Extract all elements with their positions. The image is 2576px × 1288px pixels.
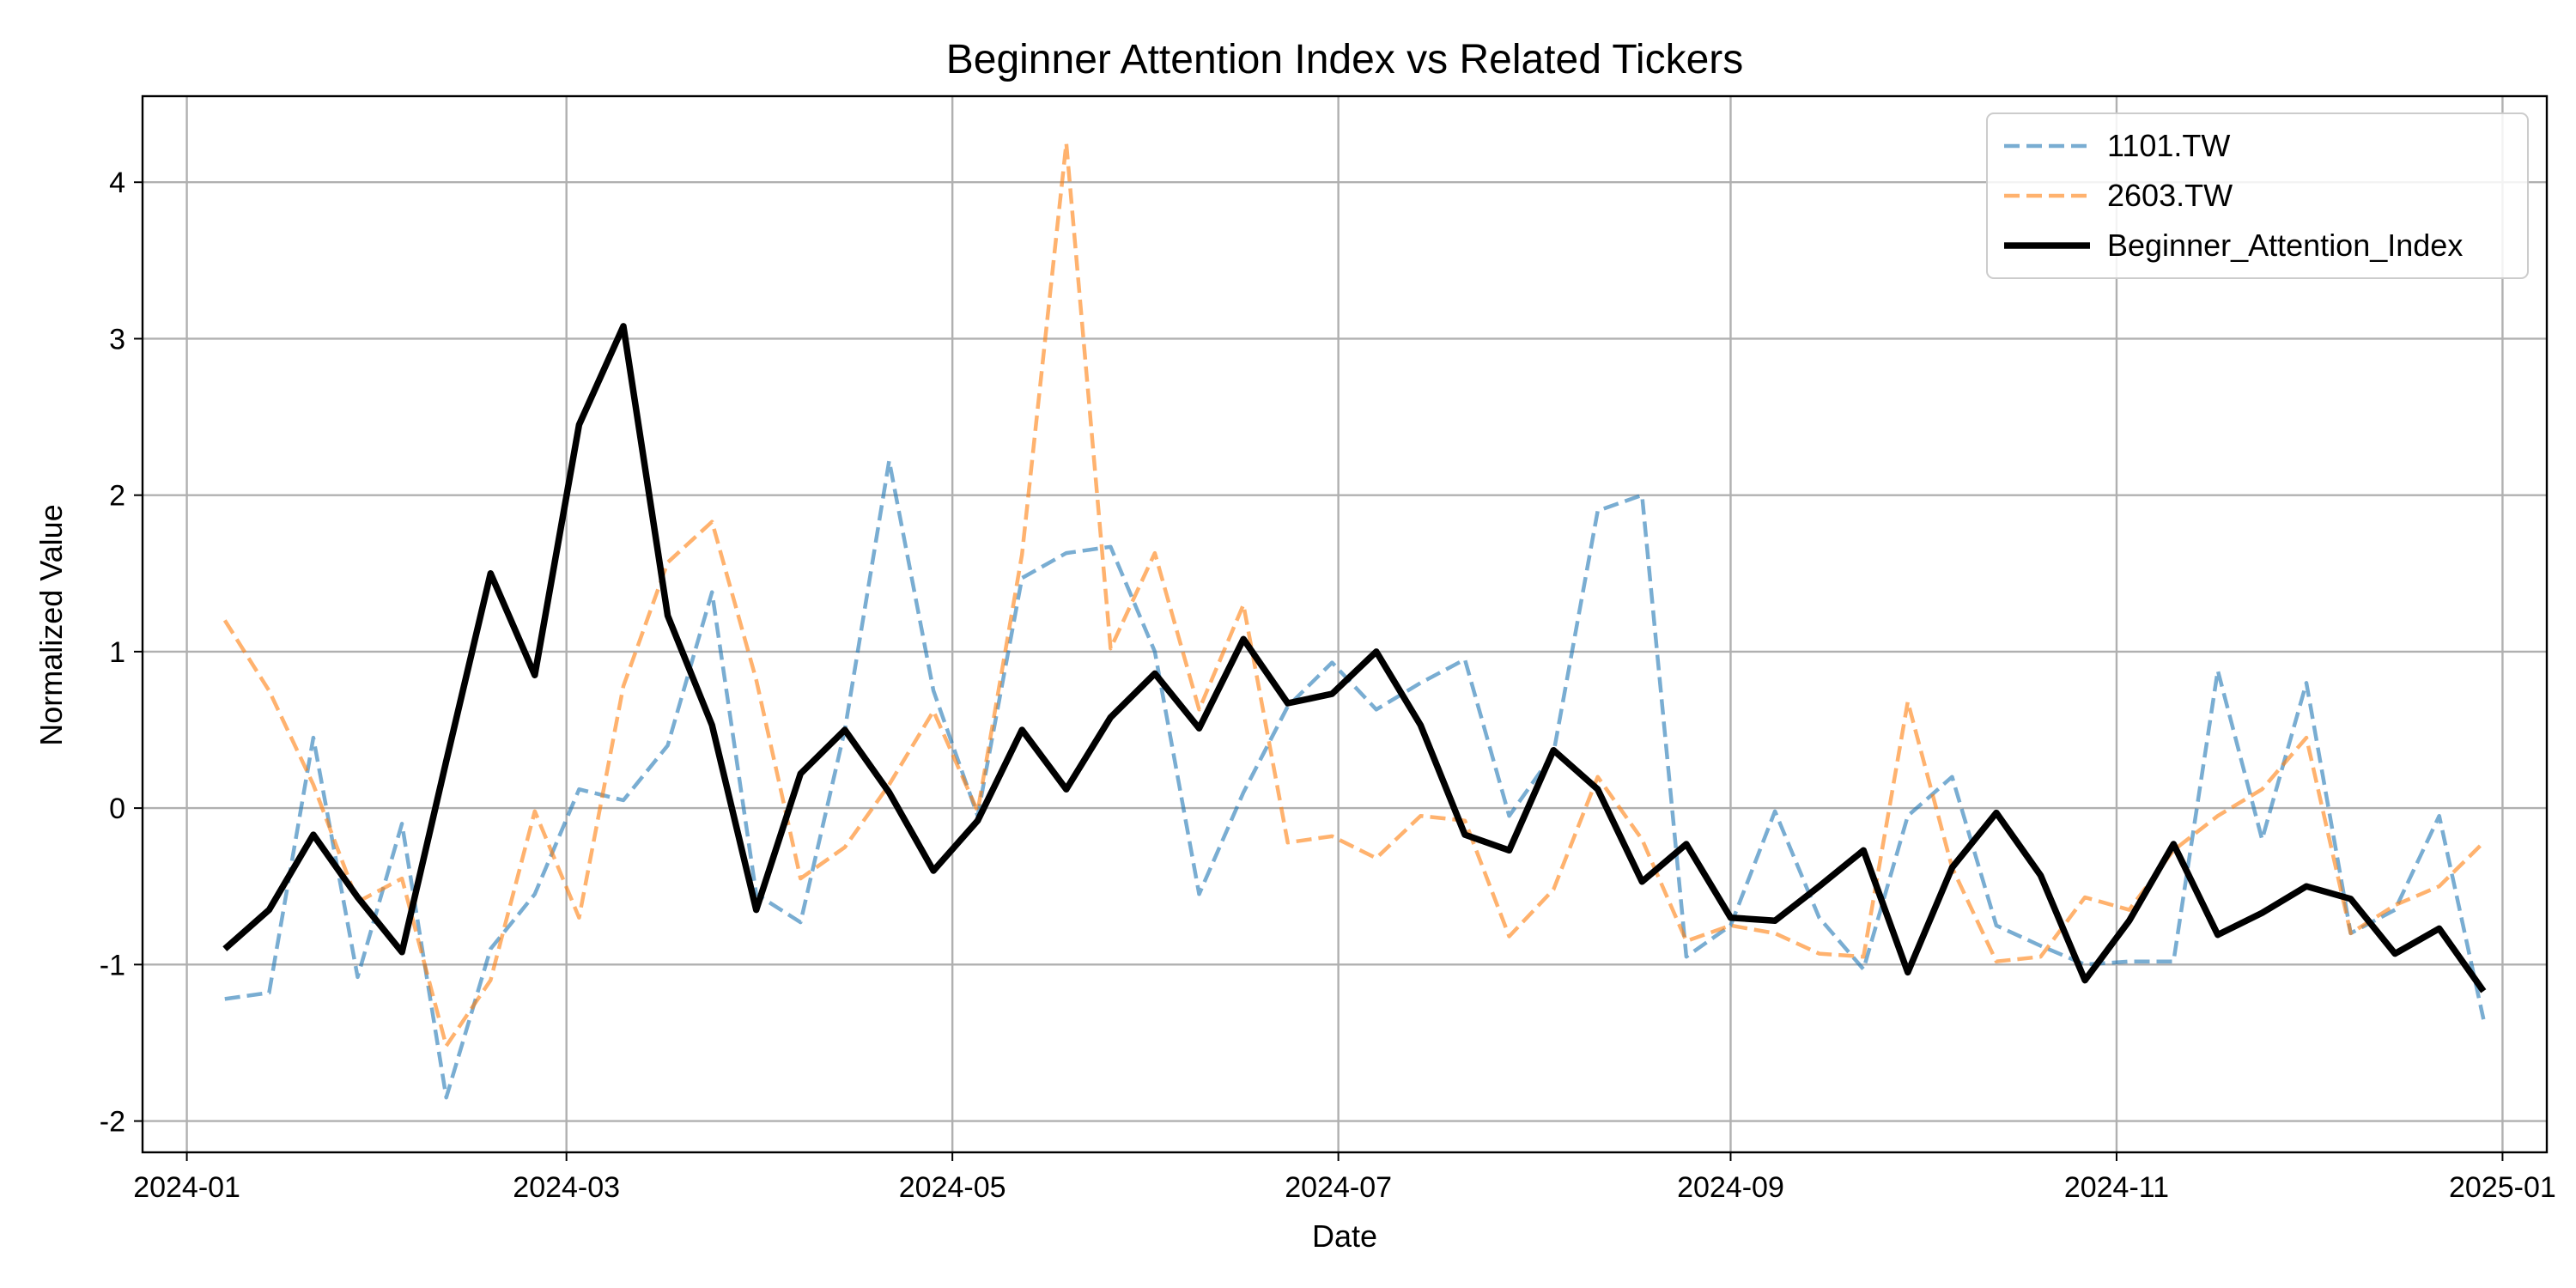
plot-series [222, 141, 2487, 1100]
series-line-1101-tw [224, 459, 2486, 1100]
y-tick-label: 0 [109, 793, 125, 825]
y-tick-label: 3 [109, 323, 125, 355]
y-tick-label: -2 [100, 1106, 125, 1139]
x-tick-label: 2024-11 [2064, 1171, 2169, 1204]
series-line-2603-tw [222, 141, 2485, 1048]
y-tick-label: 4 [109, 167, 125, 199]
x-tick-label: 2024-07 [1285, 1171, 1392, 1204]
axes: 2024-01 2024-03 2024-05 2024-07 2024-09 2024-… [100, 94, 2556, 1204]
x-axis-label: Date [1312, 1218, 1377, 1254]
legend-box [1986, 112, 2529, 279]
legend-label: Beginner_Attention_Index [2107, 228, 2463, 263]
x-tick-label: 2024-01 [133, 1171, 240, 1204]
x-tick-label: 2024-03 [513, 1171, 620, 1204]
y-tick-label: 2 [109, 480, 125, 513]
x-tick-label: 2024-05 [899, 1171, 1006, 1204]
chart-title: Beginner Attention Index vs Related Tick… [946, 37, 1744, 82]
series-line-beginner-attention-index [222, 323, 2487, 993]
x-tick-label: 2024-09 [1677, 1171, 1784, 1204]
y-tick-label: 1 [109, 636, 125, 669]
x-tick-label: 2025-01 [2449, 1171, 2556, 1204]
y-tick-label: -1 [100, 949, 125, 981]
plot-frame [141, 94, 2549, 1154]
legend: 1101.TW 2603.TW Beginner_Attention_Index [1986, 112, 2529, 279]
legend-label: 2603.TW [2107, 178, 2233, 213]
y-axis-label: Normalized Value [33, 504, 69, 745]
legend-label: 1101.TW [2107, 128, 2230, 163]
